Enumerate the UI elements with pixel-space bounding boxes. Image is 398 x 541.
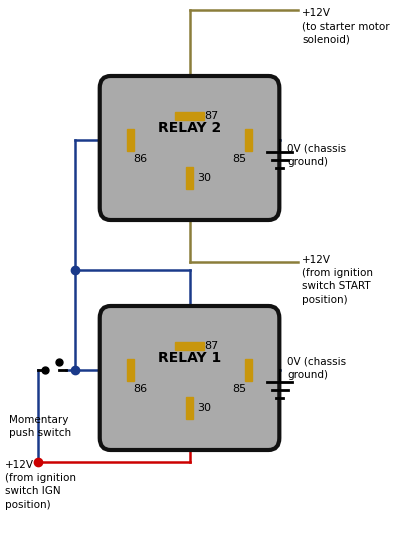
Bar (246, 359, 252, 381)
Bar (127, 359, 134, 381)
Text: RELAY 2: RELAY 2 (158, 121, 221, 135)
Text: 0V (chassis
ground): 0V (chassis ground) (287, 143, 346, 167)
Bar (246, 129, 252, 151)
Bar (175, 342, 204, 350)
Text: 86: 86 (133, 384, 147, 394)
Text: +12V
(to starter motor
solenoid): +12V (to starter motor solenoid) (302, 8, 390, 44)
Text: 85: 85 (232, 154, 246, 164)
Bar (127, 129, 134, 151)
Text: 87: 87 (204, 341, 218, 351)
Bar (175, 112, 204, 120)
FancyBboxPatch shape (100, 76, 279, 220)
Text: RELAY 1: RELAY 1 (158, 351, 221, 365)
Text: 85: 85 (232, 384, 246, 394)
Text: +12V
(from ignition
switch START
position): +12V (from ignition switch START positio… (302, 255, 373, 305)
Text: 87: 87 (204, 111, 218, 121)
Text: 0V (chassis
ground): 0V (chassis ground) (287, 357, 346, 380)
Text: 30: 30 (197, 403, 211, 413)
Text: Momentary
push switch: Momentary push switch (9, 415, 71, 438)
FancyBboxPatch shape (100, 306, 279, 450)
Text: +12V
(from ignition
switch IGN
position): +12V (from ignition switch IGN position) (4, 460, 76, 510)
Bar (186, 167, 193, 189)
Bar (186, 397, 193, 419)
Text: 30: 30 (197, 173, 211, 183)
Text: 86: 86 (133, 154, 147, 164)
